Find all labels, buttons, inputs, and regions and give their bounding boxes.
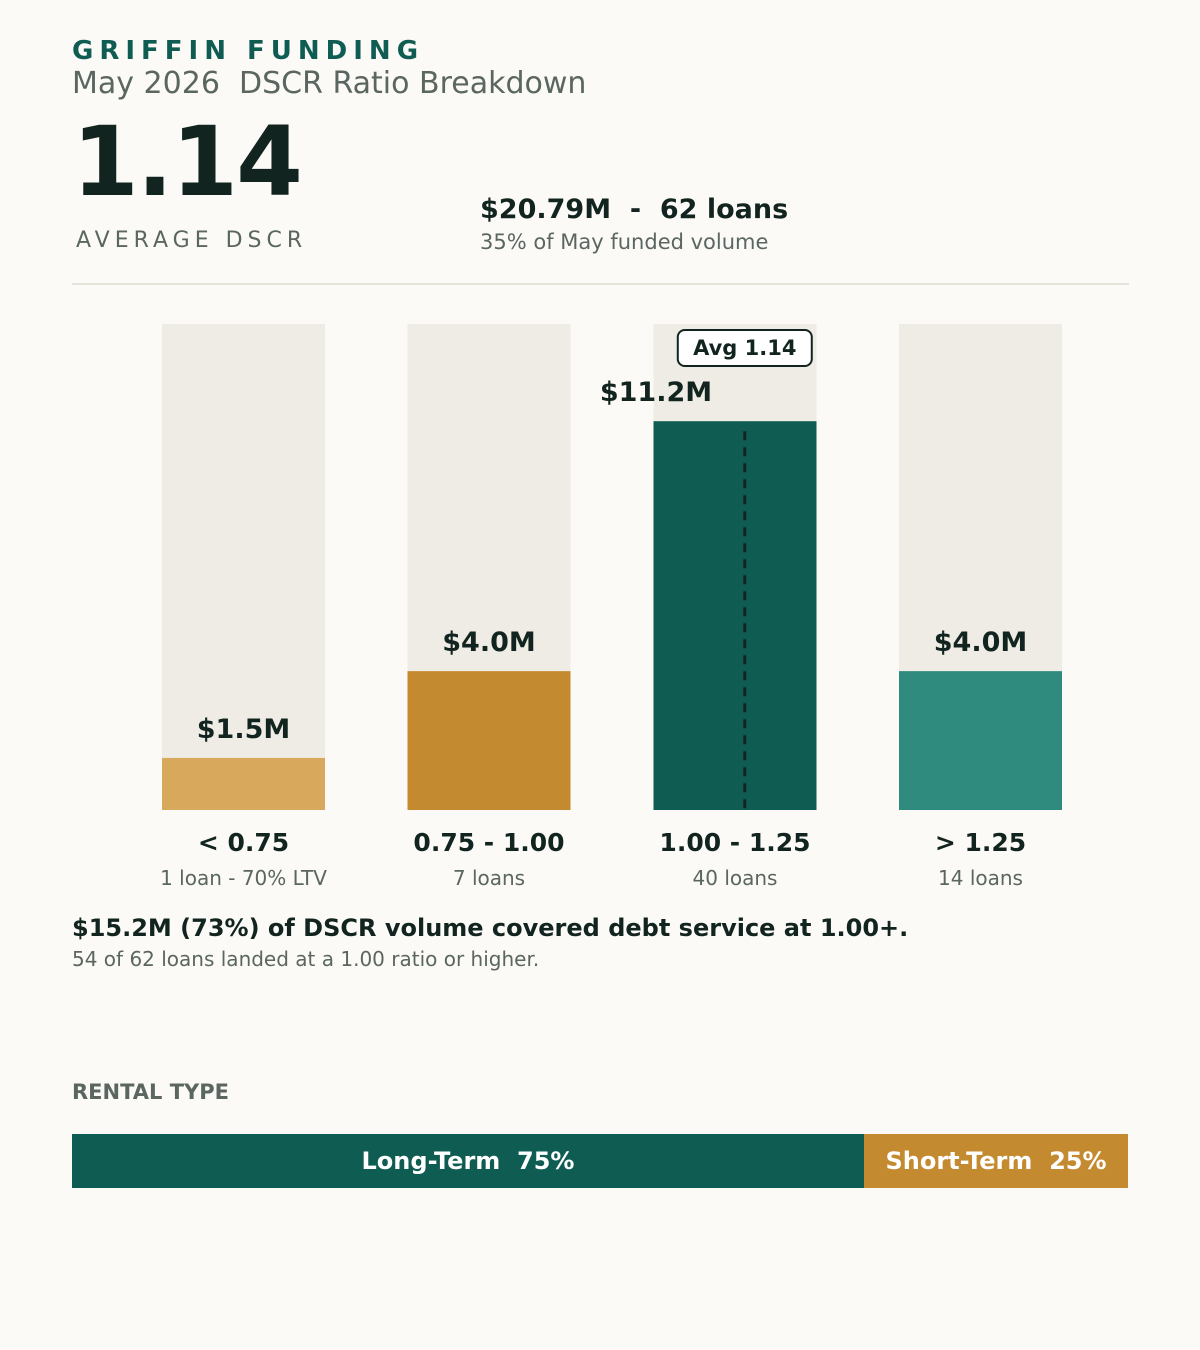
- rental-type-heading: RENTAL TYPE: [72, 1080, 229, 1104]
- bar-value-label: $1.5M: [197, 714, 291, 745]
- bar-value-label: $11.2M: [600, 377, 712, 408]
- category-label: > 1.25: [935, 828, 1026, 857]
- category-sublabel: 7 loans: [453, 866, 525, 890]
- coverage-note: $15.2M (73%) of DSCR volume covered debt…: [72, 914, 909, 942]
- bar: [407, 671, 571, 810]
- bar-value-label: $4.0M: [442, 627, 536, 658]
- bar-value-label: $4.0M: [934, 627, 1028, 658]
- average-dscr-label: AVERAGE DSCR: [76, 228, 308, 253]
- category-sublabel: 40 loans: [693, 866, 778, 890]
- average-marker-label: Avg 1.14: [693, 336, 796, 360]
- category-sublabel: 1 loan - 70% LTV: [160, 866, 327, 890]
- rental-segment-short-term: Short-Term 25%: [864, 1134, 1128, 1188]
- average-marker-badge: [676, 329, 813, 367]
- bar: [899, 671, 1062, 810]
- dscr-bar-chart: $1.5M < 0.75 1 loan - 70% LTV $4.0M 0.75 - 1…: [160, 324, 1062, 890]
- category-label: < 0.75: [198, 828, 289, 857]
- rental-type-bar: Long-Term 75% Short-Term 25%: [72, 1134, 1128, 1188]
- category-sublabel: 14 loans: [938, 866, 1023, 890]
- rental-segment-long-term: Long-Term 75%: [72, 1134, 864, 1188]
- bar: [653, 421, 817, 810]
- summary-sub: 35% of May funded volume: [480, 230, 769, 254]
- brand-name: GRIFFIN FUNDING: [72, 36, 425, 66]
- page-subtitle: May 2026 DSCR Ratio Breakdown: [72, 66, 587, 101]
- bar: [162, 757, 325, 810]
- divider: [72, 283, 1129, 285]
- coverage-subnote: 54 of 62 loans landed at a 1.00 ratio or…: [72, 947, 540, 971]
- category-label: 0.75 - 1.00: [413, 828, 564, 857]
- category-label: 1.00 - 1.25: [659, 828, 810, 857]
- summary-main: $20.79M - 62 loans: [480, 194, 789, 225]
- bar-track: [162, 324, 325, 810]
- average-dscr-value: 1.14: [72, 106, 303, 218]
